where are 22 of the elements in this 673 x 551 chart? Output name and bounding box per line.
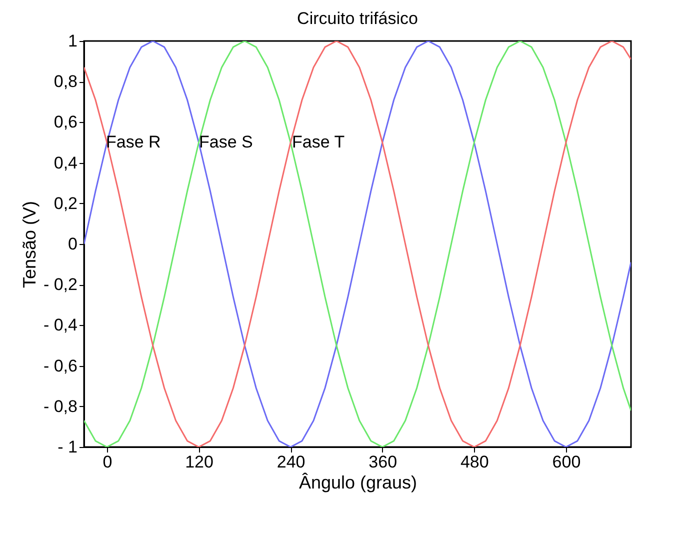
x-tick-label: 240 (276, 452, 306, 472)
y-tick-label: 0,4 (54, 153, 78, 172)
x-axis-title: Ângulo (graus) (298, 472, 418, 492)
series-label: Fase T (292, 132, 345, 152)
y-tick-label: - 0,8 (43, 396, 78, 416)
y-tick-label: - 1 (58, 438, 78, 456)
x-tick-label: 600 (552, 452, 581, 472)
y-tick-label: - 0,6 (43, 356, 78, 376)
y-tick-label: 0,2 (54, 194, 78, 213)
x-tick-label: 360 (368, 452, 398, 472)
y-tick-label: - 0,2 (43, 275, 78, 294)
y-tick-label: - 0,4 (43, 316, 78, 335)
x-tick-label: 480 (460, 452, 489, 472)
series-label: Fase S (199, 132, 253, 152)
y-axis-title: Tensão (V) (19, 200, 40, 288)
y-tick-label: 0 (68, 234, 78, 254)
x-tick-label: 0 (102, 452, 112, 472)
y-tick-label: 1 (68, 32, 78, 50)
y-tick-label: 0,8 (54, 72, 78, 92)
x-tick-label: 120 (185, 452, 214, 472)
y-tick-label: 0,6 (54, 112, 78, 132)
chart-title: Circuito trifásico (297, 9, 418, 28)
